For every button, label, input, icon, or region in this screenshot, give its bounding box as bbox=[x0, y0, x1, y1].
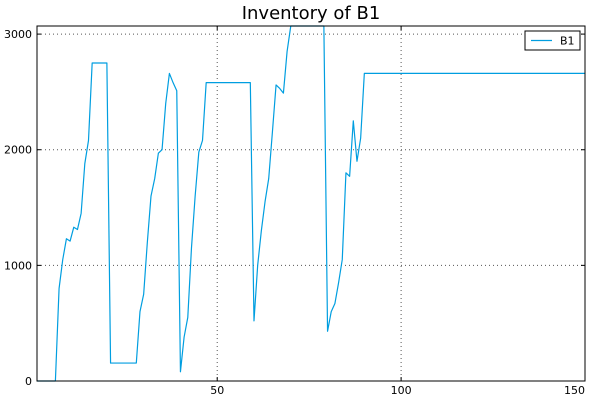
x-tick-label: 100 bbox=[391, 384, 412, 397]
legend-box bbox=[524, 30, 581, 51]
grid-lines bbox=[37, 26, 586, 381]
plot-frame bbox=[36, 25, 586, 382]
series-layer bbox=[37, 25, 585, 382]
y-tick-label: 3000 bbox=[4, 28, 32, 41]
y-tick-label: 0 bbox=[25, 375, 32, 388]
chart-title: Inventory of B1 bbox=[242, 3, 381, 24]
y-tick-label: 2000 bbox=[4, 144, 32, 157]
x-tick-label: 50 bbox=[210, 384, 224, 397]
legend: B1 bbox=[524, 30, 581, 51]
y-tick-label: 1000 bbox=[4, 259, 32, 272]
legend-label-b1: B1 bbox=[560, 35, 575, 48]
x-tick-label: 150 bbox=[564, 384, 585, 397]
series-line-b1 bbox=[37, 25, 585, 382]
